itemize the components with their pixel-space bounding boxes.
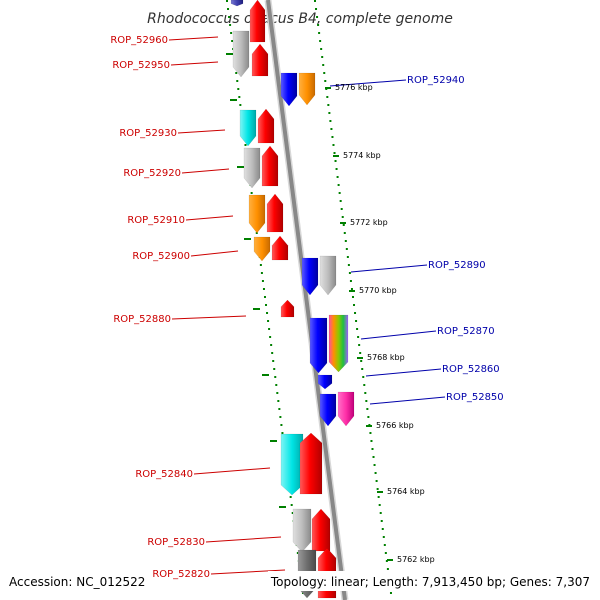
- gene-feature[interactable]: [280, 299, 295, 318]
- gene-feature[interactable]: [251, 43, 269, 77]
- gene-feature[interactable]: [292, 508, 312, 553]
- genome-summary-text: Topology: linear; Length: 7,913,450 bp; …: [270, 575, 590, 589]
- gene-leader-line: [171, 315, 247, 320]
- minor-tick: [226, 53, 233, 55]
- scale-tick-label: 5770 kbp: [359, 286, 397, 295]
- scale-tick-mark: [349, 290, 355, 292]
- gene-leader-line: [360, 330, 437, 340]
- gene-feature[interactable]: [243, 147, 261, 189]
- gene-feature[interactable]: [298, 72, 316, 106]
- gene-label[interactable]: ROP_52840: [135, 469, 193, 480]
- gene-leader-line: [365, 368, 442, 377]
- gene-feature[interactable]: [257, 108, 275, 144]
- gene-labels: ROP_52960 ROP_52950 ROP_52940 ROP_52930 ROP_…: [110, 35, 503, 580]
- gene-label[interactable]: ROP_52850: [446, 392, 504, 403]
- scale-tick-label: 5776 kbp: [335, 83, 373, 92]
- gene-feature[interactable]: [249, 0, 266, 43]
- gene-label[interactable]: ROP_52820: [152, 569, 210, 580]
- gene-feature[interactable]: [309, 317, 328, 374]
- gene-leader-line: [185, 215, 234, 221]
- gene-feature[interactable]: [317, 374, 333, 390]
- scale-tick-mark: [387, 559, 393, 561]
- gene-leader-line: [181, 168, 230, 174]
- gene-feature[interactable]: [280, 433, 304, 496]
- scale-tick-label: 5762 kbp: [397, 555, 435, 564]
- gene-leader-line: [205, 536, 282, 543]
- scale-tick-mark: [366, 425, 372, 427]
- gene-feature[interactable]: [337, 391, 355, 427]
- gene-label[interactable]: ROP_52860: [442, 364, 500, 375]
- gene-feature[interactable]: [319, 255, 337, 296]
- minor-tick: [262, 374, 269, 376]
- minor-tick: [279, 506, 286, 508]
- gene-label[interactable]: ROP_52930: [119, 128, 177, 139]
- scale-ticks: 5776 kbp 5774 kbp 5772 kbp 5770 kbp 5768 kbp…: [226, 53, 435, 574]
- gene-feature[interactable]: [311, 508, 331, 552]
- footer-summary-bg: [268, 571, 594, 591]
- scale-tick-label: 5766 kbp: [376, 421, 414, 430]
- gene-leader-line: [177, 129, 226, 134]
- gene-label[interactable]: ROP_52950: [112, 60, 170, 71]
- gene-label[interactable]: ROP_52870: [437, 326, 495, 337]
- gene-leader-line: [170, 61, 219, 66]
- minor-tick: [237, 166, 244, 168]
- gene-label[interactable]: ROP_52920: [123, 168, 181, 179]
- gene-feature[interactable]: [239, 109, 257, 147]
- gene-label[interactable]: ROP_52880: [113, 314, 171, 325]
- gene-feature[interactable]: [328, 314, 349, 373]
- minor-tick: [253, 308, 260, 310]
- minor-tick: [270, 440, 277, 442]
- scale-tick-mark: [340, 222, 346, 224]
- scale-tick-label: 5774 kbp: [343, 151, 381, 160]
- scale-tick-mark: [333, 155, 339, 157]
- gene-leader-line: [350, 264, 428, 273]
- gene-label[interactable]: ROP_52900: [132, 251, 190, 262]
- gene-feature[interactable]: [271, 235, 289, 261]
- gene-leader-line: [210, 569, 286, 575]
- gene-label[interactable]: ROP_52890: [428, 260, 486, 271]
- gene-label[interactable]: ROP_52830: [147, 537, 205, 548]
- genome-axis: [264, 0, 349, 600]
- scale-tick-mark: [377, 491, 383, 493]
- accession-text: Accession: NC_012522: [9, 575, 145, 589]
- gene-leader-line: [329, 79, 407, 87]
- gene-feature[interactable]: [319, 393, 337, 427]
- gene-feature[interactable]: [299, 432, 323, 495]
- scale-tick-mark: [357, 357, 363, 359]
- gene-leader-line: [168, 36, 219, 41]
- gene-label[interactable]: ROP_52940: [407, 75, 465, 86]
- gene-feature[interactable]: [280, 72, 298, 107]
- scale-tick-mark: [325, 87, 331, 89]
- gene-feature[interactable]: [230, 0, 244, 7]
- scale-tick-label: 5764 kbp: [387, 487, 425, 496]
- gene-feature[interactable]: [301, 257, 319, 296]
- scale-tick-label: 5772 kbp: [350, 218, 388, 227]
- gene-feature[interactable]: [261, 145, 279, 187]
- gene-label[interactable]: ROP_52910: [127, 215, 185, 226]
- gene-leader-line: [190, 250, 239, 257]
- gene-leader-line: [369, 396, 446, 405]
- minor-tick: [230, 99, 237, 101]
- gene-leader-line: [193, 467, 271, 475]
- map-title: Rhodococcus opacus B4, complete genome: [147, 11, 453, 27]
- gene-feature[interactable]: [266, 193, 284, 233]
- gene-label[interactable]: ROP_52960: [110, 35, 168, 46]
- gene-feature[interactable]: [232, 30, 250, 78]
- scale-tick-label: 5768 kbp: [367, 353, 405, 362]
- gene-feature[interactable]: [248, 194, 266, 234]
- minor-tick: [244, 238, 251, 240]
- gene-feature[interactable]: [253, 236, 271, 262]
